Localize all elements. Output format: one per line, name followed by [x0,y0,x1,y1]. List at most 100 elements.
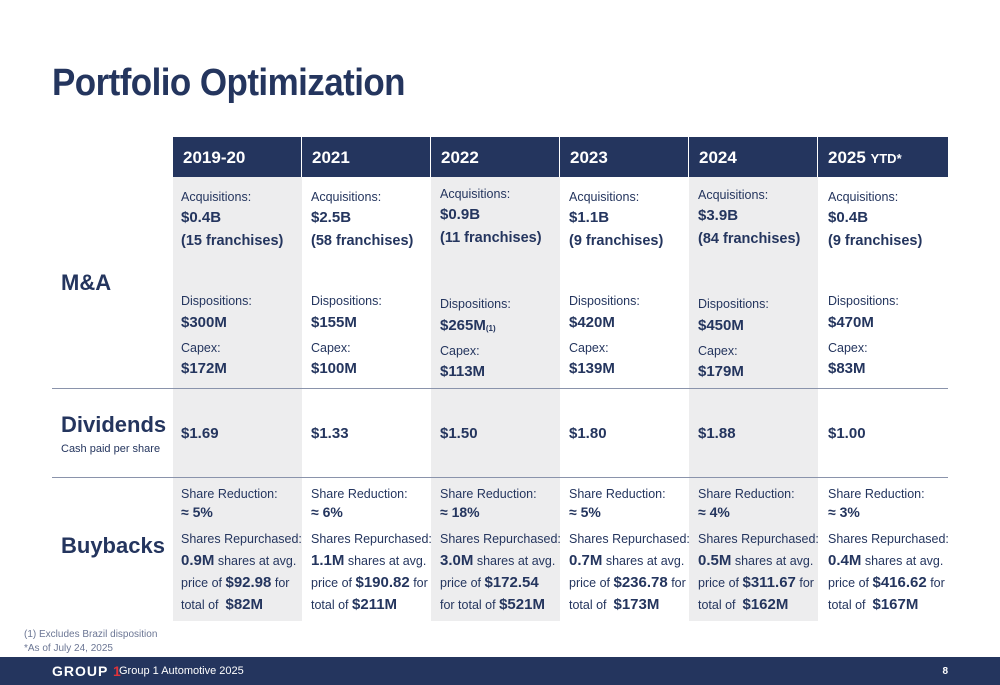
column-shade [173,177,302,621]
capex-value: $172M [181,360,227,377]
dispositions-value: $450M [698,317,744,334]
acquisitions-cell: Acquisitions: $0.4B (9 franchises) [828,190,950,251]
dividends-subtitle: Cash paid per share [61,443,161,455]
repurchase-detail: 0.9M shares at avg. price of $92.98 for … [181,552,297,613]
acquisitions-franchises: (84 franchises) [698,231,801,247]
share-reduction-value: ≈ 6% [311,504,343,520]
acquisitions-label: Acquisitions: [828,190,899,204]
group1-logo: GROUP 1 [52,663,122,679]
row-divider [52,388,948,389]
dispositions-cell: Dispositions: $265M(1) Capex: $113M [440,297,562,382]
acquisitions-franchises: (58 franchises) [311,233,414,249]
acquisitions-label: Acquisitions: [440,187,511,201]
row-divider [52,477,948,478]
acquisitions-franchises: (11 franchises) [440,230,542,246]
capex-label: Capex: [181,341,221,355]
shares-repurchased-label: Shares Repurchased: [569,532,690,546]
repurchase-detail: 1.1M shares at avg. price of $190.82 for… [311,552,428,613]
dividend-value: $1.50 [440,425,478,442]
footnote: *As of July 24, 2025 [24,643,113,654]
share-reduction-value: ≈ 3% [828,504,860,520]
dividend-value: $1.33 [311,425,349,442]
repurchase-detail: 3.0M shares at avg. price of $172.54 for… [440,552,556,613]
acquisitions-label: Acquisitions: [698,188,769,202]
page-title: Portfolio Optimization [52,62,406,104]
dispositions-value: $420M [569,314,615,331]
acquisitions-cell: Acquisitions: $1.1B (9 franchises) [569,190,691,251]
dispositions-value: $300M [181,314,227,331]
acquisitions-value: $0.4B [181,209,222,226]
dispositions-value: $265M(1) [440,317,496,334]
share-reduction-value: ≈ 5% [569,504,601,520]
dispositions-cell: Dispositions: $155M Capex: $100M [311,294,433,379]
dividend-value: $1.69 [181,425,219,442]
footnotes: (1) Excludes Brazil disposition *As of J… [24,628,157,656]
share-reduction-value: ≈ 5% [181,504,213,520]
share-reduction-label: Share Reduction: [311,487,408,501]
share-reduction-label: Share Reduction: [698,487,795,501]
capex-label: Capex: [440,344,480,358]
ytd-label: YTD* [870,151,902,166]
acquisitions-cell: Acquisitions: $0.4B (15 franchises) [181,190,303,251]
acquisitions-value: $0.4B [828,209,869,226]
acquisitions-franchises: (9 franchises) [569,233,664,249]
share-reduction-value: ≈ 18% [440,504,480,520]
capex-label: Capex: [828,341,868,355]
share-reduction-value: ≈ 4% [698,504,730,520]
acquisitions-label: Acquisitions: [311,190,382,204]
capex-value: $179M [698,363,744,380]
buyback-cell: Share Reduction: ≈ 6% Shares Repurchased… [311,487,433,616]
footer-text: Group 1 Automotive 2025 [119,665,244,677]
dispositions-cell: Dispositions: $300M Capex: $172M [181,294,303,379]
row-label-dividends: Dividends [61,412,167,437]
share-reduction-label: Share Reduction: [828,487,925,501]
shares-repurchased-label: Shares Repurchased: [311,532,432,546]
buyback-cell: Share Reduction: ≈ 4% Shares Repurchased… [698,487,820,616]
dispositions-label: Dispositions: [698,297,769,311]
share-reduction-label: Share Reduction: [181,487,278,501]
capex-label: Capex: [698,344,738,358]
capex-value: $113M [440,363,486,380]
shares-repurchased-label: Shares Repurchased: [181,532,302,546]
repurchase-detail: 0.5M shares at avg. price of $311.67 for… [698,552,814,613]
year-header: 2021 [302,137,430,177]
shares-repurchased-label: Shares Repurchased: [828,532,949,546]
column-shade [689,177,818,621]
acquisitions-cell: Acquisitions: $3.9B (84 franchises) [698,188,820,249]
acquisitions-label: Acquisitions: [181,190,252,204]
page-number: 8 [942,666,948,677]
footer-bar: GROUP 1 Group 1 Automotive 2025 8 [0,657,1000,685]
year-header: 2025 YTD* [818,137,948,177]
acquisitions-franchises: (9 franchises) [828,233,923,249]
acquisitions-value: $0.9B [440,206,481,223]
dispositions-label: Dispositions: [440,297,511,311]
footnote: (1) Excludes Brazil disposition [24,629,158,640]
acquisitions-cell: Acquisitions: $2.5B (58 franchises) [311,190,433,251]
row-label-ma: M&A [61,270,112,295]
dividend-value: $1.80 [569,425,607,442]
dispositions-cell: Dispositions: $420M Capex: $139M [569,294,691,379]
acquisitions-value: $1.1B [569,209,610,226]
row-label-buybacks: Buybacks [61,533,165,558]
dividend-value: $1.88 [698,425,736,442]
share-reduction-label: Share Reduction: [569,487,666,501]
capex-value: $139M [569,360,615,377]
acquisitions-cell: Acquisitions: $0.9B (11 franchises) [440,187,562,248]
column-shade [431,177,560,621]
acquisitions-value: $3.9B [698,207,739,224]
dispositions-cell: Dispositions: $470M Capex: $83M [828,294,950,379]
acquisitions-value: $2.5B [311,209,352,226]
capex-value: $100M [311,360,357,377]
year-header: 2019-20 [173,137,301,177]
acquisitions-label: Acquisitions: [569,190,640,204]
shares-repurchased-label: Shares Repurchased: [440,532,561,546]
year-header: 2023 [560,137,688,177]
dispositions-label: Dispositions: [828,294,899,308]
capex-label: Capex: [311,341,351,355]
repurchase-detail: 0.7M shares at avg. price of $236.78 for… [569,552,686,613]
capex-value: $83M [828,360,866,377]
buyback-cell: Share Reduction: ≈ 3% Shares Repurchased… [828,487,950,616]
dispositions-label: Dispositions: [311,294,382,308]
dispositions-cell: Dispositions: $450M Capex: $179M [698,297,820,382]
share-reduction-label: Share Reduction: [440,487,537,501]
